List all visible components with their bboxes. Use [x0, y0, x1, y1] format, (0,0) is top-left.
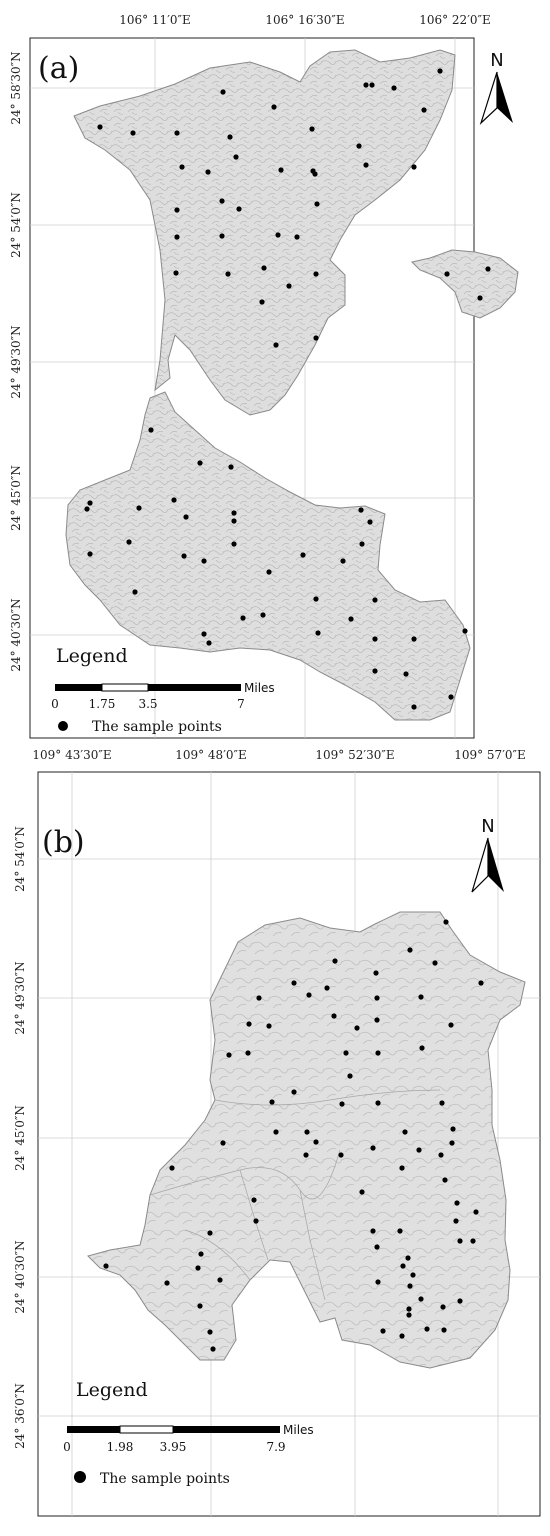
panel-a-legend-point-symbol — [58, 721, 68, 731]
panel-b-lon-tick: 109° 48′0″E — [175, 748, 247, 762]
panel-b-scale-unit: Miles — [283, 1423, 314, 1437]
panel-b-scale-tick: 1.98 — [107, 1440, 134, 1454]
panel-b: 109° 43′30″E 109° 48′0″E 109° 52′30″E 10… — [13, 748, 541, 1517]
panel-b-scale-tick: 0 — [63, 1440, 71, 1454]
north-label: N — [481, 816, 494, 837]
panel-b-lon-tick: 109° 52′30″E — [315, 748, 394, 762]
panel-b-frame — [37, 771, 541, 1517]
panel-a-lon-tick: 106° 11′0″E — [119, 13, 191, 27]
panel-a-lat-tick: 24° 45′0″N — [9, 465, 23, 531]
panel-b-scale-bar: Miles 0 1.98 3.95 7.9 — [63, 1423, 313, 1454]
panel-b-lat-tick: 24° 54′0″N — [13, 826, 27, 892]
panel-a-lon-tick: 106° 22′0″E — [419, 13, 491, 27]
panel-a-lat-tick: 24° 58′30″N — [9, 51, 23, 124]
north-label: N — [490, 50, 503, 71]
panel-a-label: (a) — [38, 51, 79, 86]
panel-a-land — [65, 49, 519, 721]
panel-b-scale-tick: 7.9 — [266, 1440, 285, 1454]
panel-b-scale-tick: 3.95 — [160, 1440, 187, 1454]
north-arrow-icon: N — [471, 816, 504, 893]
panel-b-legend-point-symbol — [74, 1471, 86, 1483]
panel-b-lon-tick: 109° 57′0″E — [454, 748, 526, 762]
panel-b-lon-tick: 109° 43′30″E — [32, 748, 111, 762]
panel-a: 106° 11′0″E 106° 16′30″E 106° 22′0″E 24°… — [9, 13, 519, 739]
panel-a-scale-tick: 0 — [51, 697, 59, 711]
panel-b-lat-tick: 24° 36′0″N — [13, 1383, 27, 1449]
panel-a-legend-title: Legend — [56, 645, 128, 667]
panel-b-legend-title: Legend — [76, 1379, 148, 1401]
north-arrow-icon: N — [479, 50, 513, 126]
panel-a-sample-points — [84, 68, 491, 710]
panel-b-sample-points — [103, 919, 484, 1352]
panel-a-lat-tick: 24° 49′30″N — [9, 325, 23, 398]
panel-a-legend-item: The sample points — [92, 719, 222, 735]
panel-a-scale-bar: Miles 0 1.75 3.5 7 — [51, 681, 274, 711]
panel-a-scale-tick: 3.5 — [138, 697, 157, 711]
panel-a-lon-tick: 106° 16′30″E — [265, 13, 344, 27]
panel-a-scale-tick: 7 — [237, 697, 245, 711]
panel-b-land — [87, 911, 526, 1369]
panel-b-label: (b) — [42, 825, 85, 860]
panel-a-lat-tick: 24° 40′30″N — [9, 598, 23, 671]
panel-b-lat-tick: 24° 45′0″N — [13, 1105, 27, 1171]
panel-a-lat-tick: 24° 54′0″N — [9, 192, 23, 258]
panel-a-scale-tick: 1.75 — [89, 697, 116, 711]
panel-b-region-boundaries — [149, 1089, 441, 1301]
panel-a-frame — [29, 37, 475, 739]
panel-b-lat-tick: 24° 49′30″N — [13, 961, 27, 1034]
panel-b-legend-item: The sample points — [100, 1471, 230, 1487]
panel-b-lat-tick: 24° 40′30″N — [13, 1240, 27, 1313]
panel-a-scale-unit: Miles — [244, 681, 275, 695]
